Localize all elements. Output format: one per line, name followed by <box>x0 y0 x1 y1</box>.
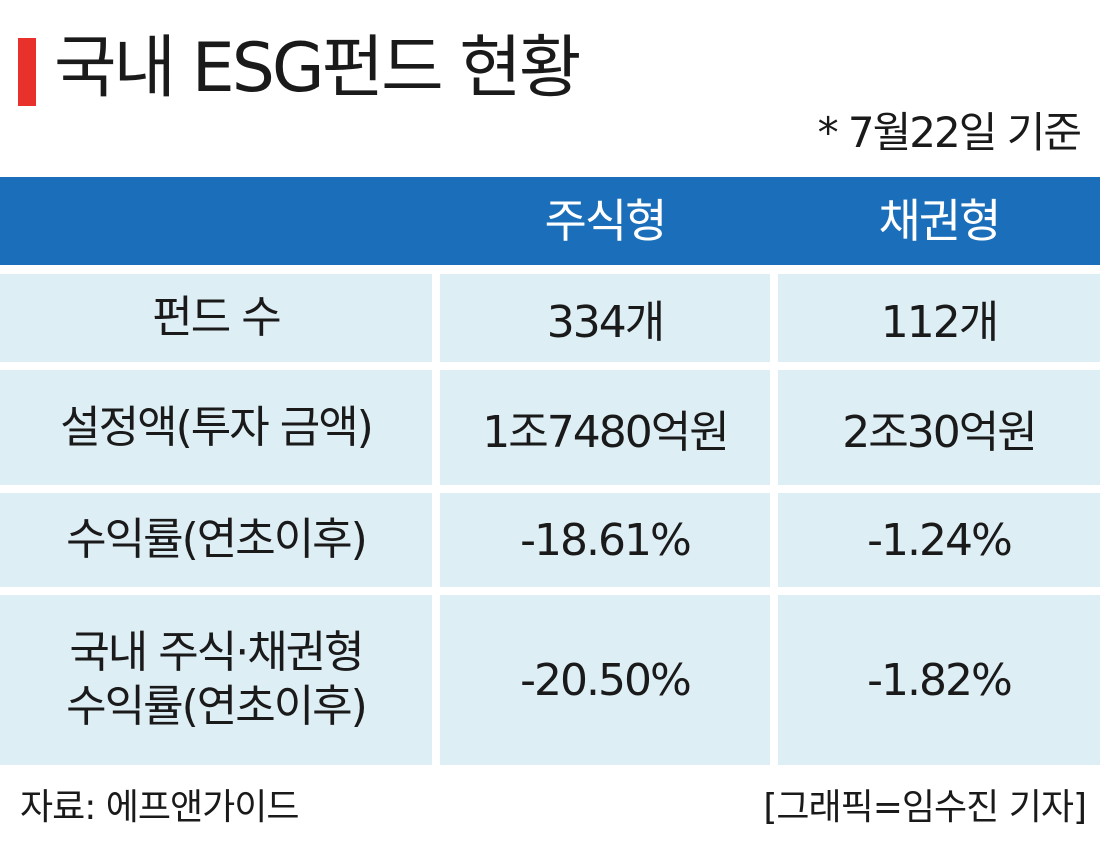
row-label-text: 펀드 수 <box>152 292 281 343</box>
row-label-text: 수익률(연초이후) <box>66 681 368 732</box>
table-row-label: 국내 주식·채권형 수익률(연초이후) <box>0 595 432 765</box>
table-cell-stock: 334개 <box>440 274 770 362</box>
header-cell-bond: 채권형 <box>878 194 1002 248</box>
page-title: 국내 ESG펀드 현황 <box>54 29 581 108</box>
row-label-text: 수익률(연초이후) <box>66 514 368 565</box>
row-label-text: 국내 주식·채권형 <box>69 627 364 678</box>
table-header: 주식형 채권형 <box>0 177 1100 265</box>
source-note: 자료: 에프앤가이드 <box>20 787 300 828</box>
table-cell-stock: 1조7480억원 <box>440 370 770 485</box>
table-cell-stock: -20.50% <box>440 595 770 765</box>
table-row-label: 수익률(연초이후) <box>0 493 432 587</box>
graphic-credit: [그래픽=임수진 기자] <box>763 787 1087 828</box>
table-cell-bond: 2조30억원 <box>778 370 1100 485</box>
header-cell-stock: 주식형 <box>544 194 668 248</box>
row-label-text: 설정액(투자 금액) <box>60 401 374 453</box>
date-note: * 7월22일 기준 <box>817 108 1082 157</box>
header-cell-empty <box>0 177 432 265</box>
table-cell-bond: 112개 <box>778 274 1100 362</box>
table-cell-bond: -1.24% <box>778 493 1100 587</box>
table-row-label: 펀드 수 <box>0 274 432 362</box>
table-cell-stock: -18.61% <box>440 493 770 587</box>
table-cell-bond: -1.82% <box>778 595 1100 765</box>
title-accent-bar <box>18 38 36 106</box>
row-label-stack: 국내 주식·채권형 수익률(연초이후) <box>66 626 368 734</box>
table-row-label: 설정액(투자 금액) <box>0 370 432 485</box>
